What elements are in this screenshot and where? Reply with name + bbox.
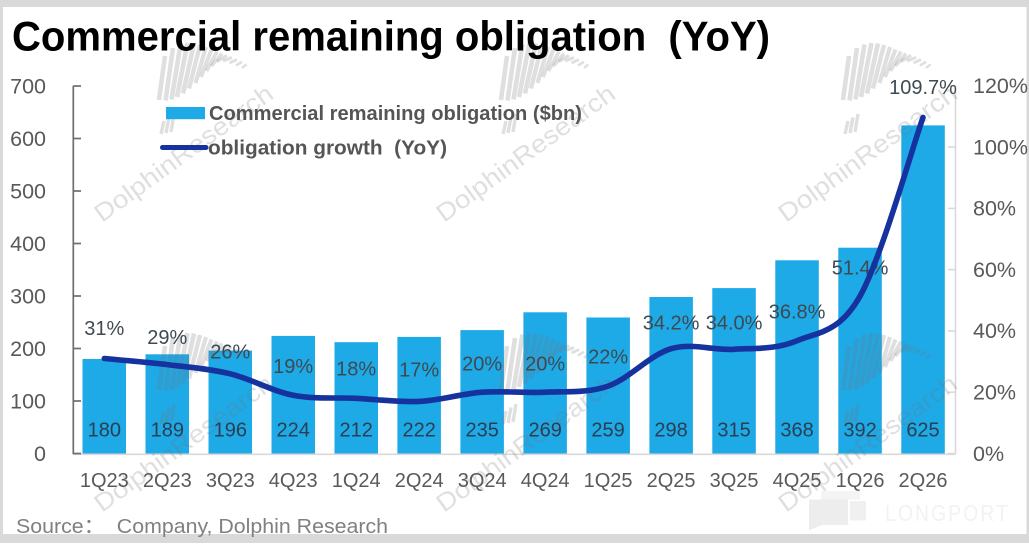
svg-text:31%: 31% [84, 318, 124, 340]
svg-text:222: 222 [403, 419, 436, 441]
svg-text:2Q26: 2Q26 [899, 470, 948, 492]
svg-text:34.0%: 34.0% [706, 312, 763, 334]
svg-text:34.2%: 34.2% [643, 312, 700, 334]
svg-text:235: 235 [466, 419, 499, 441]
svg-text:196: 196 [214, 419, 247, 441]
svg-text:300: 300 [10, 284, 46, 308]
svg-text:36.8%: 36.8% [769, 301, 826, 323]
svg-text:315: 315 [717, 419, 750, 441]
svg-text:19%: 19% [273, 356, 313, 378]
svg-text:200: 200 [10, 337, 46, 361]
svg-text:100%: 100% [973, 135, 1028, 159]
svg-text:500: 500 [10, 179, 46, 203]
svg-text:212: 212 [340, 419, 373, 441]
svg-text:224: 224 [277, 419, 310, 441]
svg-text:40%: 40% [973, 319, 1016, 343]
svg-text:obligation growth (YoY): obligation growth (YoY) [208, 137, 447, 159]
svg-text:0%: 0% [973, 442, 1004, 466]
svg-text:29%: 29% [147, 327, 187, 349]
svg-text:1Q24: 1Q24 [332, 470, 381, 492]
svg-text:20%: 20% [525, 353, 565, 375]
svg-text:180: 180 [88, 419, 121, 441]
svg-text:269: 269 [529, 419, 562, 441]
svg-text:298: 298 [654, 419, 687, 441]
svg-text:1Q26: 1Q26 [836, 470, 885, 492]
svg-text:120%: 120% [973, 74, 1028, 98]
svg-text:109.7%: 109.7% [889, 77, 957, 99]
svg-text:3Q23: 3Q23 [206, 470, 255, 492]
svg-text:Source： Company, Dolphin Rese: Source： Company, Dolphin Research [16, 515, 388, 538]
svg-text:259: 259 [591, 419, 624, 441]
svg-text:625: 625 [906, 419, 939, 441]
svg-text:60%: 60% [973, 258, 1016, 282]
svg-text:100: 100 [10, 389, 46, 413]
svg-text:17%: 17% [399, 359, 439, 381]
svg-text:700: 700 [10, 74, 46, 98]
svg-text:4Q23: 4Q23 [269, 470, 318, 492]
svg-text:1Q23: 1Q23 [80, 470, 129, 492]
svg-text:2Q23: 2Q23 [143, 470, 192, 492]
svg-text:20%: 20% [973, 381, 1016, 405]
svg-text:26%: 26% [210, 341, 250, 363]
svg-text:189: 189 [151, 419, 184, 441]
svg-text:3Q24: 3Q24 [458, 470, 507, 492]
svg-text:2Q25: 2Q25 [647, 470, 696, 492]
svg-text:LONGPORT: LONGPORT [885, 500, 1010, 526]
svg-text:1Q25: 1Q25 [584, 470, 633, 492]
svg-text:600: 600 [10, 127, 46, 151]
svg-text:0: 0 [34, 442, 46, 466]
svg-text:368: 368 [780, 419, 813, 441]
svg-text:4Q24: 4Q24 [521, 470, 570, 492]
svg-text:400: 400 [10, 232, 46, 256]
svg-text:2Q24: 2Q24 [395, 470, 444, 492]
svg-text:392: 392 [843, 419, 876, 441]
svg-text:18%: 18% [336, 358, 376, 380]
svg-text:80%: 80% [973, 197, 1016, 221]
svg-text:Commercial remaining obligatio: Commercial remaining obligation ($bn) [209, 103, 582, 125]
svg-text:22%: 22% [588, 346, 628, 368]
svg-text:20%: 20% [462, 353, 502, 375]
svg-text:4Q25: 4Q25 [773, 470, 822, 492]
svg-text:51.4%: 51.4% [832, 257, 889, 279]
svg-text:Commercial remaining obligatio: Commercial remaining obligation (YoY) [12, 13, 770, 60]
svg-text:3Q25: 3Q25 [710, 470, 759, 492]
